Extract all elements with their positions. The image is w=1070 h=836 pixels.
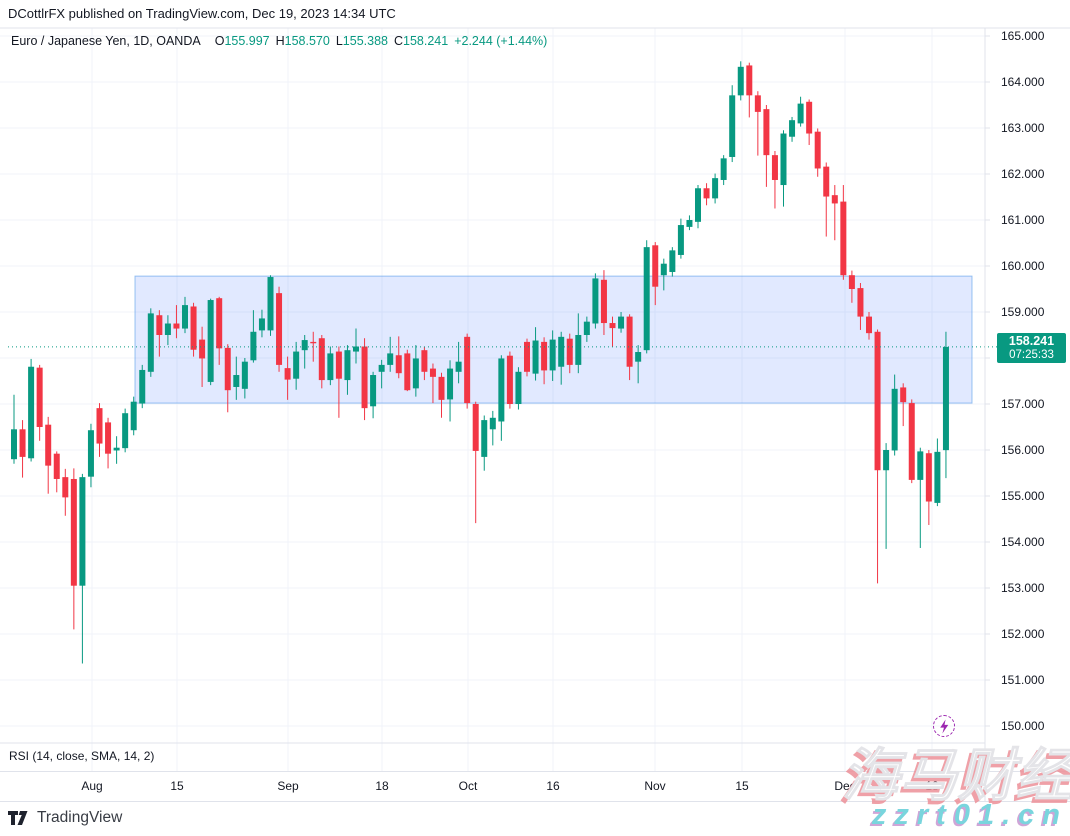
price-scale-label: 150.000 xyxy=(1001,719,1045,733)
symbol-legend[interactable]: Euro / Japanese Yen, 1D, OANDA O155.997 H1… xyxy=(11,34,547,48)
price-scale-label: 156.000 xyxy=(1001,443,1045,457)
price-scale-label: 154.000 xyxy=(1001,535,1045,549)
tradingview-logo[interactable]: TradingView xyxy=(8,809,122,827)
symbol-title[interactable]: Euro / Japanese Yen, 1D, OANDA xyxy=(11,34,201,48)
time-scale-label: Nov xyxy=(644,779,666,793)
change-value: +2.244 (+1.44%) xyxy=(454,34,548,48)
low-label: L xyxy=(335,34,343,48)
close-value: 158.241 xyxy=(403,34,449,48)
open-label: O xyxy=(214,34,225,48)
lightning-bolt-icon xyxy=(939,719,948,733)
price-scale-label: 151.000 xyxy=(1001,673,1045,687)
price-scale-label: 153.000 xyxy=(1001,581,1045,595)
price-scale-label: 161.000 xyxy=(1001,213,1045,227)
price-scale-label: 162.000 xyxy=(1001,167,1045,181)
price-scale-label: 160.000 xyxy=(1001,259,1045,273)
price-scale-label: 165.000 xyxy=(1001,29,1045,43)
high-label: H xyxy=(275,34,285,48)
time-scale-label: Sep xyxy=(277,779,299,793)
time-scale-label: Aug xyxy=(81,779,103,793)
time-scale-label: 15 xyxy=(735,779,749,793)
time-scale-label: 15 xyxy=(170,779,184,793)
price-scale-label: 159.000 xyxy=(1001,305,1045,319)
price-scale-label: 164.000 xyxy=(1001,75,1045,89)
attribution-bar: DCottlrFX published on TradingView.com, … xyxy=(8,6,396,21)
close-label: C xyxy=(393,34,404,48)
time-scale-label: 18 xyxy=(925,779,939,793)
watermark-title: 海马财经 xyxy=(842,744,1070,809)
tradingview-brand-text: TradingView xyxy=(37,809,123,826)
watermark-subtitle: zzrt01.cn xyxy=(871,799,1068,831)
last-price-value: 158.241 xyxy=(1008,334,1055,348)
attribution-text: DCottlrFX published on TradingView.com, … xyxy=(8,6,396,21)
low-value: 155.388 xyxy=(342,34,388,48)
open-value: 155.997 xyxy=(224,34,270,48)
tradingview-mark-icon xyxy=(8,811,28,825)
time-scale-label: 18 xyxy=(375,779,389,793)
price-scale-label: 152.000 xyxy=(1001,627,1045,641)
high-value: 158.570 xyxy=(284,34,330,48)
price-scale-label: 157.000 xyxy=(1001,397,1045,411)
indicator-legend[interactable]: RSI (14, close, SMA, 14, 2) xyxy=(9,749,155,763)
price-scale-label: 155.000 xyxy=(1001,489,1045,503)
time-scale-label: 16 xyxy=(546,779,560,793)
time-scale-label: Dec xyxy=(834,779,856,793)
lightning-trade-icon[interactable] xyxy=(933,715,955,737)
last-price-label: 158.241 07:25:33 xyxy=(997,333,1066,363)
time-scale-label: Oct xyxy=(458,779,478,793)
price-scale-label: 163.000 xyxy=(1001,121,1045,135)
bar-countdown: 07:25:33 xyxy=(1009,349,1054,361)
